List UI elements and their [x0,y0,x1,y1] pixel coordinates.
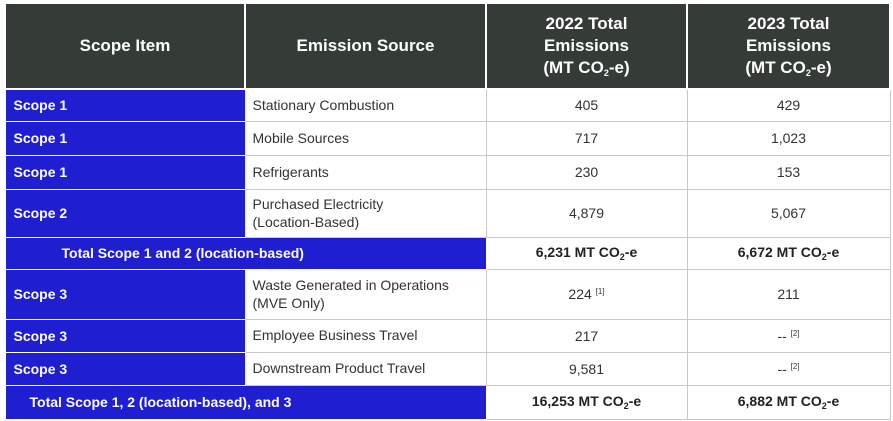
value-2023-cell: -- [2] [686,318,891,353]
total-2022-sub: 2 [619,252,625,262]
table-row: Scope 1 Stationary Combustion 405 429 [4,88,891,122]
header-2023-unit-post: -e) [810,57,832,77]
header-2023-total: 2023 Total Emissions (MT CO2-e) [686,2,891,90]
scope-cell: Scope 3 [4,268,246,320]
value-2023: -- [777,360,787,377]
scope-cell: Scope 1 [4,154,246,190]
header-2023-line2: Emissions [745,35,832,55]
value-2022-cell: 224 [1] [485,268,688,320]
value-2022-cell: 230 [485,154,688,190]
header-2023-line1: 2023 Total [747,13,830,33]
value-2023: -- [777,327,787,344]
value-2022-cell: 405 [485,88,688,122]
value-2022-cell: 9,581 [485,351,688,386]
header-row: Scope Item Emission Source 2022 Total Em… [4,2,891,90]
total-2022-sub: 2 [623,401,629,411]
header-2022-total: 2022 Total Emissions (MT CO2-e) [485,2,688,90]
total-2022-post: -e [628,393,642,409]
scope-cell: Scope 1 [4,120,246,156]
scope-cell: Scope 3 [4,318,246,353]
scope-cell: Scope 3 [4,351,246,386]
total-row: Total Scope 1 and 2 (location-based) 6,2… [4,236,891,270]
header-2023-unit-sub: 2 [805,67,811,78]
table-row: Scope 3 Employee Business Travel 217 -- … [4,318,891,353]
source-cell: Purchased Electricity (Location-Based) [244,188,487,238]
table-row: Scope 3 Waste Generated in Operations (M… [4,268,891,320]
table-row: Scope 2 Purchased Electricity (Location-… [4,188,891,238]
header-2022-unit-pre: (MT CO [543,57,604,77]
source-line2: (Location-Based) [252,214,360,230]
table-row: Scope 1 Refrigerants 230 153 [4,154,891,190]
source-cell: Waste Generated in Operations (MVE Only) [244,268,487,320]
total-2022-value: 6,231 MT CO [535,244,620,260]
footnote-marker: [1] [595,287,605,296]
value-2022-cell: 717 [485,120,688,156]
value-2023-cell: 211 [686,268,891,320]
total-2023-cell: 6,672 MT CO2-e [686,236,891,270]
header-2023-unit-pre: (MT CO [745,57,806,77]
value-2023-cell: 1,023 [686,120,891,156]
emissions-table: Scope Item Emission Source 2022 Total Em… [4,2,891,420]
source-cell: Stationary Combustion [244,88,487,122]
source-cell: Downstream Product Travel [244,351,487,386]
table-row: Scope 3 Downstream Product Travel 9,581 … [4,351,891,386]
source-cell: Refrigerants [244,154,487,190]
footnote-marker: [2] [790,361,800,371]
total-label-cell: Total Scope 1, 2 (location-based), and 3 [4,384,487,420]
header-emission-source: Emission Source [244,2,487,90]
header-2022-line1: 2022 Total [545,13,628,33]
source-cell: Employee Business Travel [244,318,487,353]
total-2023-cell: 6,882 MT CO2-e [686,384,891,420]
header-2022-unit-post: -e) [608,57,630,77]
total-2022-value: 16,253 MT CO [531,393,624,409]
value-2022-cell: 217 [485,318,688,353]
value-2023-cell: -- [2] [686,351,891,386]
total-2023-post: -e [826,393,840,409]
table-row: Scope 1 Mobile Sources 717 1,023 [4,120,891,156]
header-scope-item: Scope Item [4,2,246,90]
total-2023-post: -e [826,244,840,260]
total-2023-value: 6,882 MT CO [737,393,822,409]
total-2022-post: -e [624,244,638,260]
header-2022-unit-sub: 2 [603,67,609,78]
source-line1: Waste Generated in Operations [252,276,449,293]
total-2023-value: 6,672 MT CO [737,244,822,260]
header-2022-line2: Emissions [543,35,630,55]
total-2023-sub: 2 [821,401,827,411]
source-line2: (MVE Only) [252,295,325,311]
total-row: Total Scope 1, 2 (location-based), and 3… [4,384,891,420]
total-label-cell: Total Scope 1 and 2 (location-based) [4,236,487,270]
value-2022-cell: 4,879 [485,188,688,238]
total-2022-cell: 6,231 MT CO2-e [485,236,688,270]
value-2022: 224 [568,286,592,302]
source-line1: Purchased Electricity [252,195,384,212]
total-2023-sub: 2 [821,252,827,262]
value-2023-cell: 429 [686,88,891,122]
total-2022-cell: 16,253 MT CO2-e [485,384,688,420]
scope-cell: Scope 1 [4,88,246,122]
source-cell: Mobile Sources [244,120,487,156]
value-2023-cell: 5,067 [686,188,891,238]
scope-cell: Scope 2 [4,188,246,238]
value-2023-cell: 153 [686,154,891,190]
footnote-marker: [2] [790,328,800,338]
